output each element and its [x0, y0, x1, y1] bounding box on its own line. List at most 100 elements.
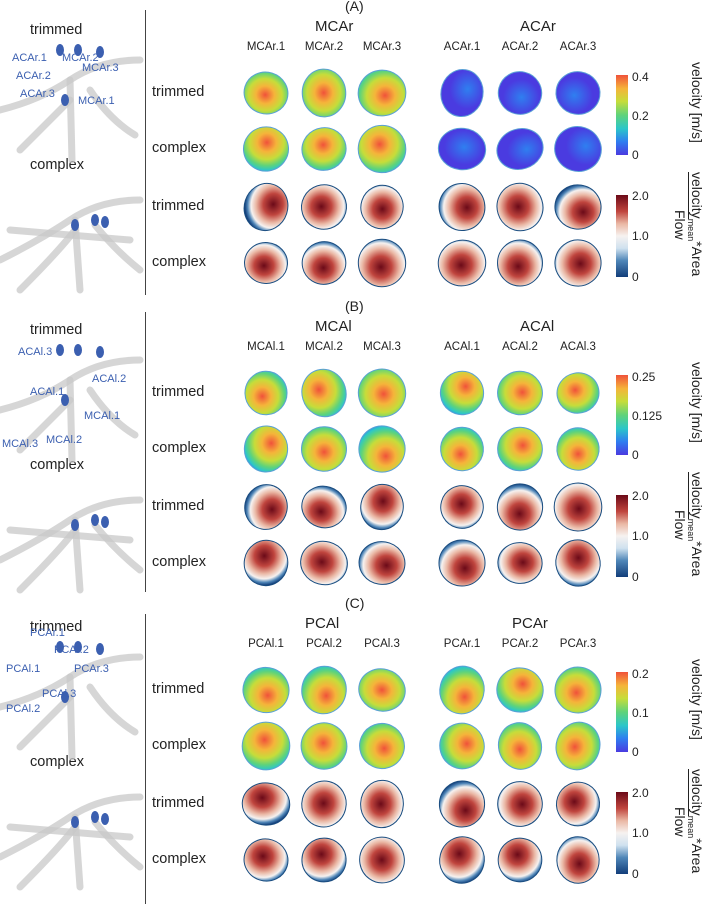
cross-section: [440, 485, 484, 529]
cross-section: [555, 71, 601, 115]
cross-section: [440, 68, 484, 118]
vessel-tube: [6, 526, 134, 544]
velocity-axis-label: velocity [m/s]: [689, 62, 705, 143]
vessel-marker: [91, 811, 99, 823]
velocity-axis-label: velocity [m/s]: [689, 659, 705, 740]
vessel-label: ACAr.3: [20, 88, 55, 100]
cross-section: [301, 241, 347, 285]
cross-section: [242, 126, 290, 172]
cross-section: [360, 184, 404, 230]
cross-section: [438, 182, 486, 232]
cross-section: [301, 485, 347, 529]
vessel-marker: [71, 219, 79, 231]
column-header: ACAl.2: [502, 341, 538, 353]
cross-section-grid: [241, 665, 628, 884]
vessel-label: MCAr.1: [78, 95, 115, 107]
ratio-tail: *Area: [689, 838, 705, 874]
ratio-denominator: Flow: [672, 807, 688, 837]
vessel-tube: [66, 376, 76, 464]
velocity-tick: 0.4: [632, 70, 649, 84]
vessel-marker: [101, 813, 109, 825]
cross-section: [556, 836, 600, 884]
column-header: PCAr.2: [501, 638, 539, 650]
vessel-label: PCAl.1: [6, 663, 41, 675]
group-title: ACAr: [520, 18, 556, 35]
velocity-tick: 0.25: [632, 370, 656, 384]
cross-section: [300, 426, 348, 472]
column-header: ACAr.3: [559, 41, 597, 53]
cross-section: [439, 836, 485, 884]
cross-section: [497, 71, 543, 115]
velocity-tick: 0: [632, 745, 639, 759]
cross-section: [556, 372, 600, 414]
cross-section: [497, 542, 543, 584]
vessel-marker: [56, 44, 64, 56]
cross-section: [242, 666, 290, 714]
left-top-label: trimmed: [30, 619, 83, 635]
column-header: MCAr.2: [304, 41, 344, 53]
cross-section: [301, 68, 347, 118]
cross-section: [243, 539, 289, 587]
vessel-label: ACAl.3: [18, 346, 53, 358]
cross-section: [241, 782, 291, 826]
left-top-label: trimmed: [30, 22, 83, 38]
cross-section: [438, 539, 486, 587]
cross-section: [243, 425, 289, 473]
ratio-tick: 2.0: [632, 189, 649, 203]
vessel-marker: [56, 641, 64, 653]
vessel-tube: [86, 86, 139, 139]
cross-section: [301, 780, 347, 828]
row-label: trimmed: [152, 795, 205, 811]
vessel-tube: [91, 521, 144, 574]
ratio-axis-label: velocitymean*Area: [686, 172, 705, 276]
cross-section: [496, 182, 544, 232]
ratio-denominator: Flow: [672, 510, 688, 540]
cross-section: [301, 665, 347, 715]
vessel-tube: [91, 221, 144, 274]
vessel-marker: [74, 44, 82, 56]
vessel-label: MCAl.2: [46, 434, 83, 446]
cross-section: [556, 427, 600, 471]
vessel-tube: [6, 226, 134, 244]
cross-section: [357, 124, 407, 174]
row-label: trimmed: [152, 84, 205, 100]
panel-divider-b: [145, 312, 146, 592]
cross-section: [555, 721, 601, 771]
cross-section: [439, 665, 485, 715]
row-label: complex: [152, 254, 206, 270]
vessel-marker: [71, 816, 79, 828]
cross-section: [243, 71, 289, 115]
cross-section: [358, 541, 406, 585]
cross-section: [300, 722, 348, 770]
row-label: trimmed: [152, 198, 205, 214]
ratio-tick: 1.0: [632, 529, 649, 543]
vessel-marker: [61, 394, 69, 406]
ratio-tick: 1.0: [632, 229, 649, 243]
vessel-marker: [61, 691, 69, 703]
row-label: complex: [152, 440, 206, 456]
velocity-tick: 0.1: [632, 706, 649, 720]
cross-section: [357, 69, 407, 117]
cross-section: [358, 425, 406, 473]
column-header: MCAl.3: [363, 341, 401, 353]
cross-section: [300, 540, 348, 586]
cross-section: [301, 837, 347, 883]
vessel-tube: [6, 823, 134, 841]
vessel-marker: [74, 641, 82, 653]
ratio-numerator: velocity: [688, 769, 705, 816]
cross-section-grid: [243, 368, 628, 587]
velocity-colorbar: [616, 375, 628, 455]
vessel-label: PCAl.2: [6, 703, 41, 715]
cross-section: [497, 426, 543, 472]
vessel-sketch: [0, 641, 144, 891]
vessel-label: MCAr.2: [62, 52, 99, 64]
ratio-axis-label: velocitymean*Area: [686, 769, 705, 873]
cross-section: [359, 722, 405, 770]
column-header: ACAl.1: [444, 341, 480, 353]
ratio-tick: 1.0: [632, 826, 649, 840]
ratio-tail: *Area: [689, 541, 705, 577]
cross-section: [554, 126, 602, 172]
cross-section: [437, 127, 487, 171]
row-label: complex: [152, 554, 206, 570]
vessel-marker: [61, 94, 69, 106]
